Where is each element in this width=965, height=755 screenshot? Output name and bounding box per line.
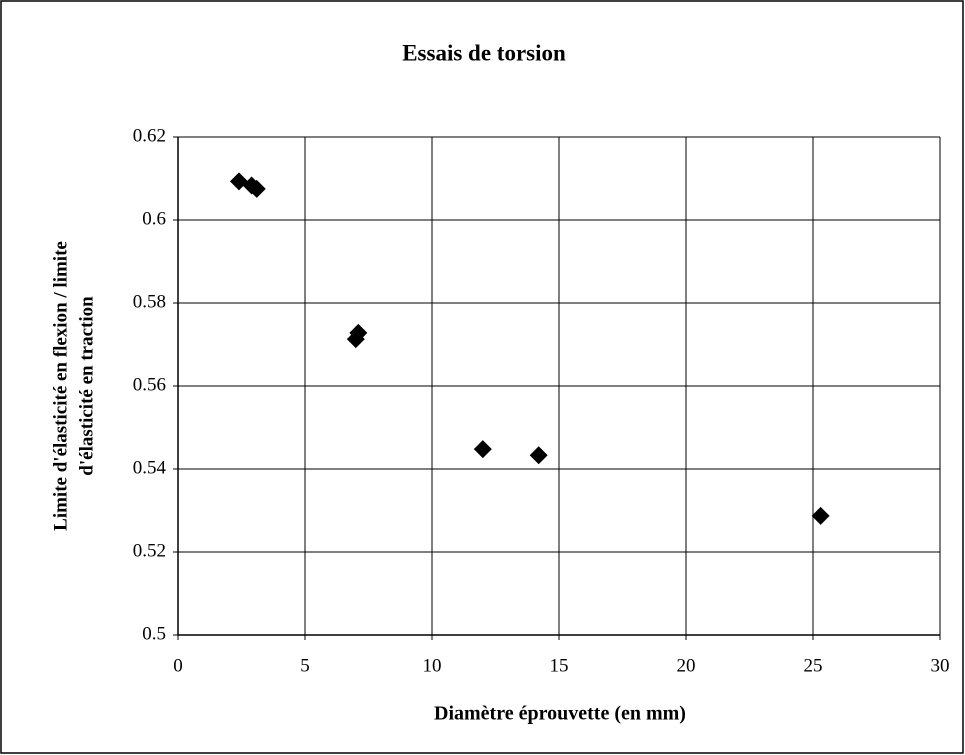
scatter-point — [473, 440, 492, 459]
x-tick-label: 20 — [677, 655, 696, 676]
y-tick-label: 0.58 — [133, 291, 166, 312]
y-tick-label: 0.5 — [142, 623, 166, 644]
x-axis-label: Diamètre éprouvette (en mm) — [434, 703, 686, 725]
x-tick-label: 10 — [423, 655, 442, 676]
scatter-point — [529, 446, 548, 465]
x-tick-label: 30 — [931, 655, 950, 676]
x-tick-label: 25 — [804, 655, 823, 676]
chart-title: Essais de torsion — [402, 40, 566, 65]
y-tick-label: 0.52 — [133, 540, 166, 561]
scatter-point — [247, 179, 266, 198]
y-axis-label: Limite d'élasticité en flexion / limite — [50, 241, 71, 531]
x-tick-label: 5 — [300, 655, 310, 676]
y-tick-label: 0.54 — [133, 457, 167, 478]
y-tick-label: 0.6 — [142, 208, 166, 229]
scatter-point — [811, 506, 830, 525]
x-tick-label: 15 — [550, 655, 569, 676]
y-axis-label: d'élasticité en traction — [76, 296, 97, 476]
x-tick-label: 0 — [173, 655, 183, 676]
scatter-point — [349, 323, 368, 342]
y-tick-label: 0.62 — [133, 125, 166, 146]
y-tick-label: 0.56 — [133, 374, 166, 395]
